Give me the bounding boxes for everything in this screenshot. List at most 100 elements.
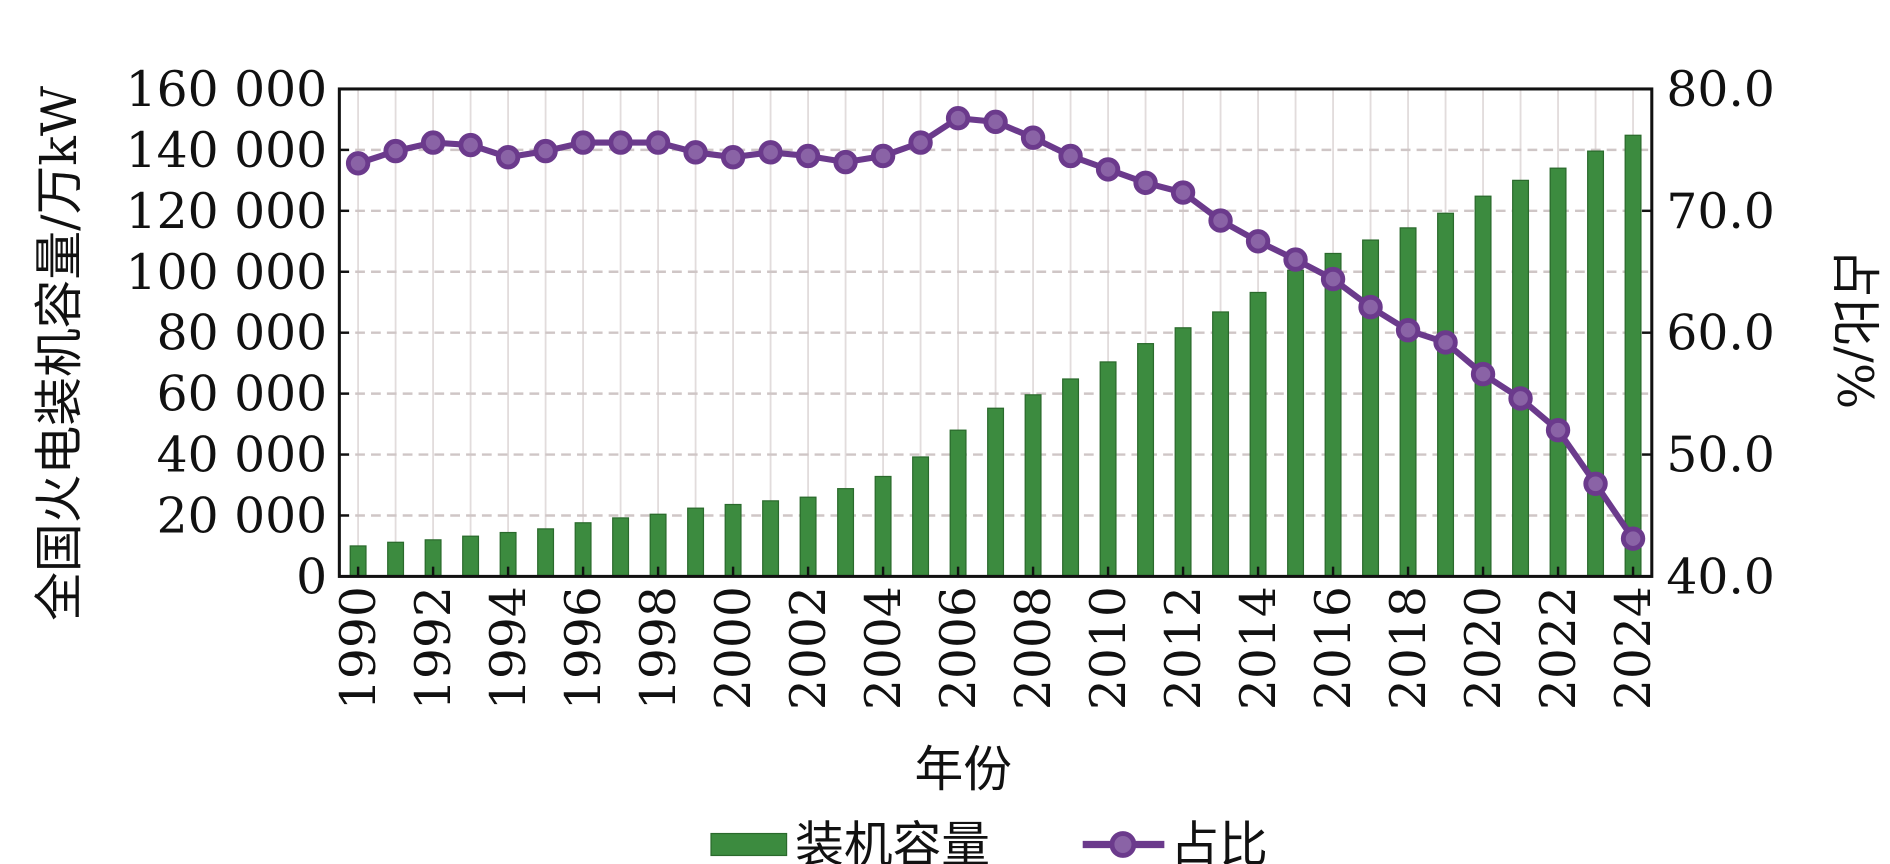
bar — [1024, 394, 1042, 578]
y-tick-label: 20 000 — [157, 489, 328, 545]
line-point — [795, 143, 821, 169]
line-point — [908, 130, 933, 155]
line-point — [1245, 229, 1271, 254]
x-tick-label: 2008 — [1006, 586, 1062, 710]
x-tick-label: 2002 — [781, 586, 837, 710]
bar — [1099, 361, 1117, 578]
bars — [349, 134, 1642, 578]
bar — [687, 507, 705, 578]
bar — [1324, 252, 1342, 578]
y-tick-label: 140 000 — [126, 123, 328, 179]
bar — [1174, 327, 1192, 578]
y-tick-label: 120 000 — [126, 184, 328, 240]
bar — [612, 517, 630, 578]
line-point — [570, 130, 596, 155]
line-point — [1620, 526, 1646, 551]
line-point — [495, 145, 521, 170]
y-tick-label: 60 000 — [157, 367, 328, 423]
x-tick-label: 2004 — [856, 586, 912, 710]
line-point — [758, 140, 783, 165]
line-series — [345, 106, 1646, 551]
line-point — [1170, 180, 1196, 205]
line-point — [1433, 330, 1458, 355]
x-tick-label: 1994 — [481, 586, 537, 710]
x-tick-label: 2000 — [706, 586, 762, 710]
line-point — [1133, 170, 1158, 195]
line-point — [458, 132, 483, 158]
line-point — [1058, 143, 1083, 169]
bar — [837, 488, 855, 578]
bar — [1362, 239, 1380, 578]
bar — [912, 456, 930, 578]
bar — [799, 496, 817, 578]
legend-bar-swatch — [710, 832, 788, 857]
x-tick-label: 2024 — [1606, 586, 1662, 710]
bar — [1624, 134, 1642, 578]
x-tick-label: 2010 — [1081, 586, 1137, 710]
line-point — [983, 109, 1008, 135]
line-point — [1208, 208, 1233, 233]
line-point — [608, 130, 633, 155]
y2-axis-label: 占比/% — [1826, 249, 1882, 409]
line-point — [1395, 318, 1421, 343]
line-point — [720, 145, 746, 170]
line-point — [833, 149, 858, 175]
bar — [1549, 167, 1567, 578]
line-point — [1095, 157, 1121, 182]
line-point — [1358, 294, 1383, 320]
legend-bar-label: 装机容量 — [795, 818, 990, 864]
x-tick-label: 2006 — [931, 586, 987, 710]
line-point — [345, 151, 371, 176]
bar — [762, 500, 780, 578]
line-point — [870, 143, 896, 169]
bar — [874, 475, 892, 578]
x-tick-label: 1990 — [331, 586, 387, 710]
x-axis-label: 年份 — [915, 742, 1012, 798]
x-tick-label: 2016 — [1306, 586, 1362, 710]
bar — [1249, 291, 1267, 578]
legend: 装机容量 占比 — [710, 818, 1268, 864]
y-axis-label: 全国火电装机容量/万kW — [32, 86, 88, 621]
line-point — [1320, 266, 1346, 292]
x-tick-label: 2020 — [1456, 586, 1512, 710]
x-tick-label: 2022 — [1531, 586, 1587, 710]
line-point — [1283, 247, 1308, 272]
bar — [1399, 227, 1417, 578]
y2-tick-label: 50.0 — [1666, 428, 1775, 484]
x-tick-label: 1998 — [631, 586, 687, 710]
y-tick-label: 40 000 — [157, 428, 328, 484]
bar — [1512, 179, 1530, 578]
legend-line-marker — [1109, 831, 1137, 858]
line-point — [1020, 125, 1046, 150]
bar — [1437, 212, 1455, 578]
y-tick-label: 80 000 — [157, 306, 328, 362]
line-point — [420, 130, 446, 155]
line-point — [383, 138, 408, 164]
bar — [949, 429, 967, 578]
line-point — [645, 130, 671, 155]
bar — [1137, 343, 1155, 578]
x-tick-label: 2012 — [1156, 586, 1212, 710]
line-point — [1470, 361, 1496, 387]
bar — [537, 528, 555, 578]
legend-line-label: 占比 — [1170, 818, 1267, 864]
bar — [387, 541, 405, 578]
bar — [1212, 311, 1230, 578]
y-tick-label: 0 — [296, 549, 327, 605]
line-point — [533, 138, 558, 164]
y2-tick-label: 60.0 — [1666, 306, 1775, 362]
x-tick-label: 1992 — [406, 586, 462, 710]
x-tick-label: 1996 — [556, 586, 612, 710]
bar — [724, 503, 742, 578]
y2-tick-label: 70.0 — [1666, 184, 1775, 240]
line-point — [1583, 471, 1608, 496]
line-point — [945, 106, 971, 131]
bar — [1062, 378, 1080, 578]
bar — [1587, 150, 1605, 578]
bar — [1287, 269, 1305, 578]
y-tick-label: 160 000 — [126, 62, 328, 118]
x-tick-label: 2014 — [1231, 586, 1287, 710]
y2-tick-label: 80.0 — [1666, 62, 1775, 118]
